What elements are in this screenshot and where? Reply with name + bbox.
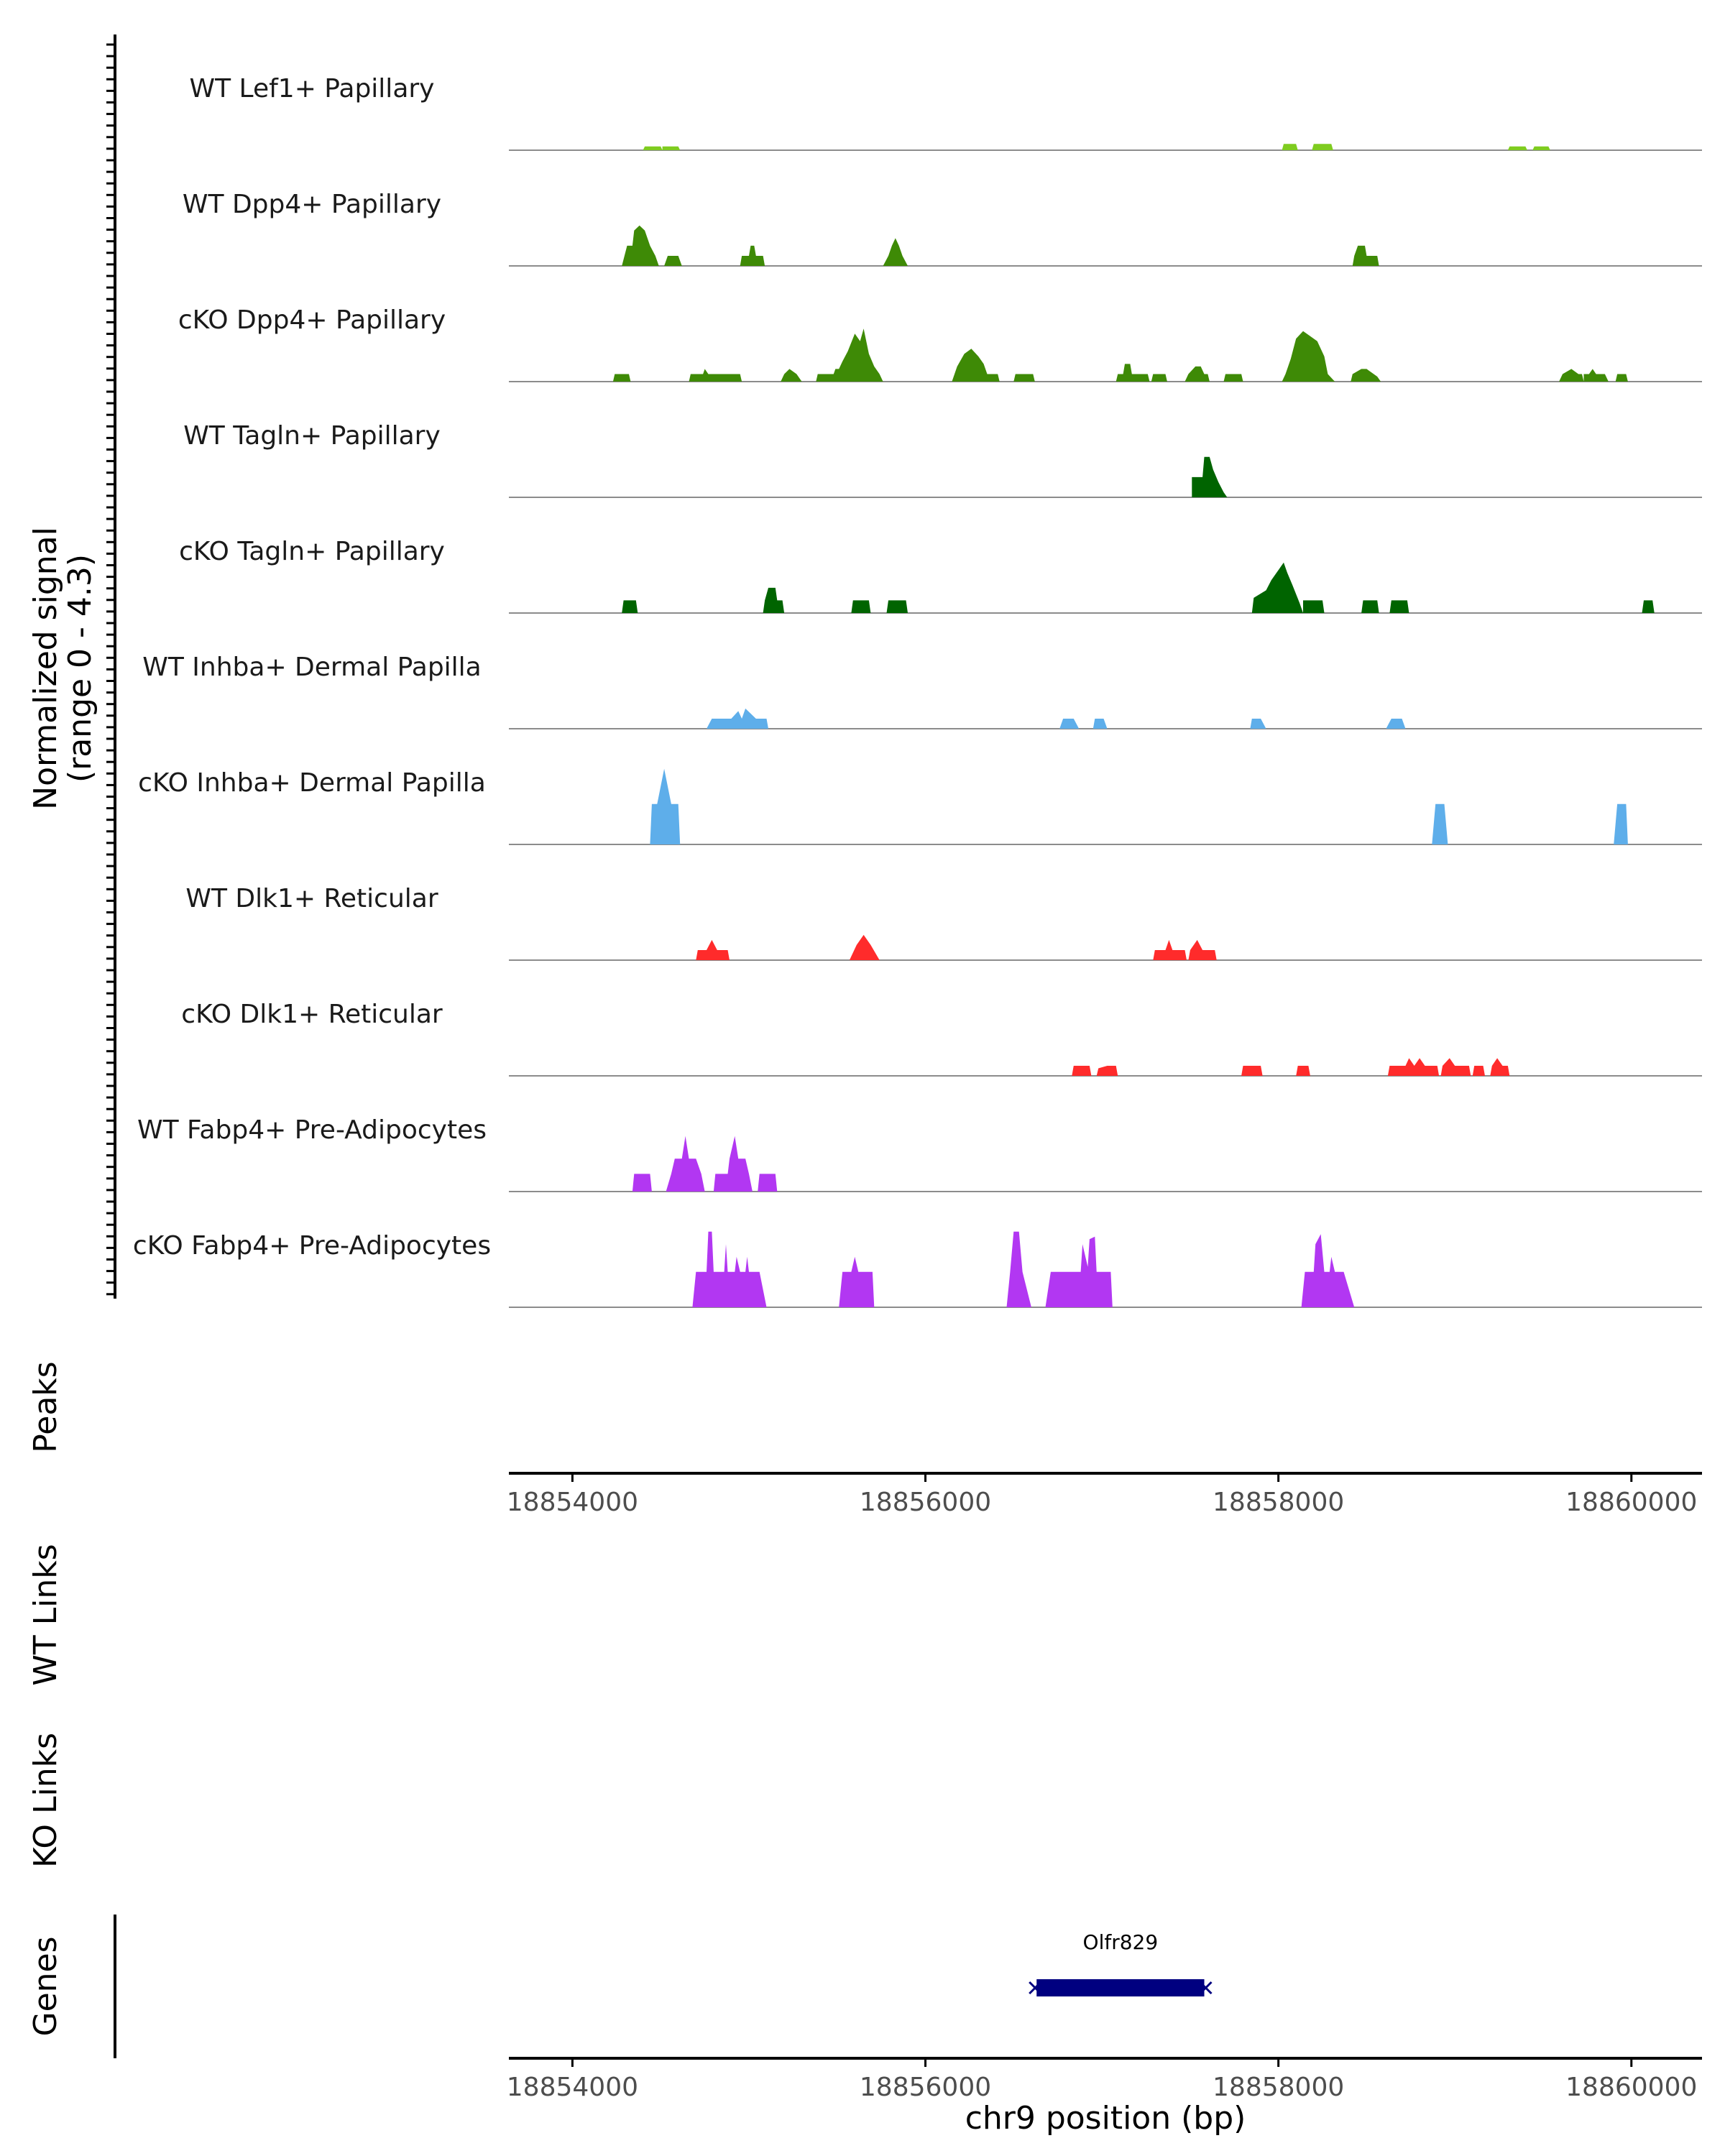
track-label: cKO Dlk1+ Reticular: [181, 1000, 443, 1029]
coverage-area-4: [1192, 456, 1228, 497]
track-label: WT Dpp4+ Papillary: [183, 190, 441, 219]
track-label: cKO Tagln+ Papillary: [179, 537, 445, 566]
gene-body: [1036, 1979, 1205, 1996]
x-tick-label: 18858000: [1213, 2073, 1344, 2102]
coverage-area-9: [1072, 1058, 1510, 1076]
coverage-area-7: [650, 768, 1628, 844]
x-tick-label: 18854000: [507, 2073, 638, 2102]
track-2: WT Dpp4+ Papillary: [183, 190, 1702, 267]
peaks-label: Peaks: [27, 1361, 64, 1452]
genes-label: Genes: [27, 1936, 64, 2036]
signal-y-axis-ticks: [106, 43, 115, 1296]
track-10: WT Fabp4+ Pre-Adipocytes: [137, 1115, 1702, 1192]
track-3: cKO Dpp4+ Papillary: [178, 305, 1702, 382]
track-label: WT Fabp4+ Pre-Adipocytes: [137, 1115, 487, 1145]
genes-x-axis-ticks: 18854000 18856000 18858000 18860000: [507, 2058, 1697, 2102]
track-label: WT Dlk1+ Reticular: [185, 884, 438, 913]
x-tick-label: 18860000: [1565, 2073, 1697, 2102]
coverage-area-2: [622, 225, 1379, 266]
track-11: cKO Fabp4+ Pre-Adipocytes: [133, 1231, 1702, 1308]
coverage-area-8: [696, 934, 1217, 960]
signal-y-axis: [106, 34, 116, 1299]
genomic-x-axis-title: chr9 position (bp): [965, 2100, 1246, 2137]
track-7: cKO Inhba+ Dermal Papilla: [138, 768, 1702, 845]
coverage-area-6: [707, 708, 1406, 729]
x-tick-label: 18858000: [1213, 1488, 1344, 1517]
gene-annotations: Olfr829: [1029, 1930, 1213, 1996]
gene-olfr829: Olfr829: [1029, 1930, 1213, 1996]
track-label: cKO Inhba+ Dermal Papilla: [138, 768, 486, 798]
gene-strand-mark: [1199, 1981, 1213, 1995]
track-9: cKO Dlk1+ Reticular: [181, 1000, 1702, 1077]
track-label: WT Lef1+ Papillary: [190, 74, 435, 103]
signal-axis-subtitle: (range 0 - 4.3): [62, 554, 98, 783]
coverage-area-5: [622, 562, 1655, 613]
coverage-tracks: WT Lef1+ Papillary WT Dpp4+ Papillary cKO …: [133, 74, 1702, 1308]
track-6: WT Inhba+ Dermal Papilla: [142, 653, 1702, 729]
signal-axis-title: Normalized signal: [27, 527, 64, 810]
x-tick-label: 18856000: [860, 1488, 991, 1517]
genes-panel: Genes Olfr829 18854000 18856000 18858000 18…: [27, 1915, 1702, 2137]
track-label: cKO Dpp4+ Papillary: [178, 305, 446, 335]
track-label: WT Tagln+ Papillary: [183, 421, 441, 451]
links-panel: WT Links KO Links: [27, 1544, 64, 1868]
track-8: WT Dlk1+ Reticular: [185, 884, 1702, 961]
gene-strand-mark: [1029, 1981, 1042, 1995]
x-tick-label: 18856000: [860, 2073, 991, 2102]
gene-label: Olfr829: [1083, 1930, 1159, 1954]
coverage-area-10: [632, 1135, 778, 1192]
track-4: WT Tagln+ Papillary: [183, 421, 1702, 498]
x-tick-label: 18854000: [507, 1488, 638, 1517]
track-1: WT Lef1+ Papillary: [190, 74, 1702, 151]
coverage-area-3: [612, 328, 1628, 382]
x-tick-label: 18860000: [1565, 1488, 1697, 1517]
peaks-x-axis-ticks: 18854000 18856000 18858000 18860000: [507, 1473, 1697, 1517]
peaks-panel: Peaks 18854000 18856000 18858000 18860000: [27, 1361, 1702, 1517]
wt-links-label: WT Links: [27, 1544, 64, 1685]
track-5: cKO Tagln+ Papillary: [179, 537, 1702, 614]
ko-links-label: KO Links: [27, 1733, 64, 1868]
coverage-area-11: [692, 1231, 1355, 1307]
track-label: cKO Fabp4+ Pre-Adipocytes: [133, 1231, 491, 1261]
track-label: WT Inhba+ Dermal Papilla: [142, 653, 481, 682]
coverage-area-1: [643, 144, 1550, 150]
